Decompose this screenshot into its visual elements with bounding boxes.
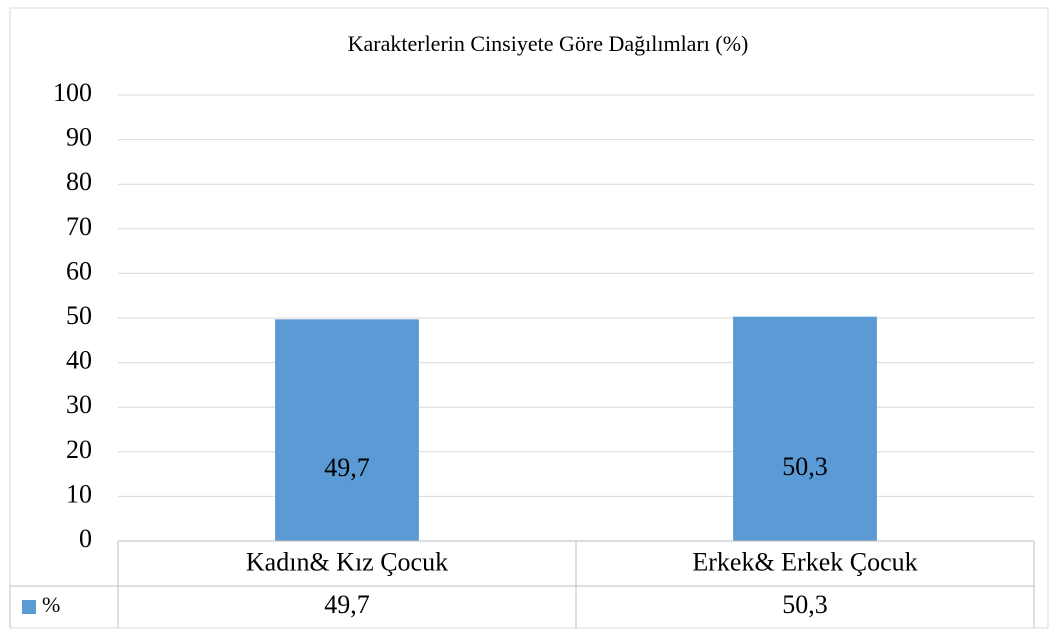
y-tick-label: 70 — [66, 212, 92, 241]
y-tick-label: 10 — [66, 479, 92, 508]
bar — [275, 319, 419, 541]
bar — [733, 316, 877, 541]
y-tick-label: 50 — [66, 301, 92, 330]
x-tick-label: Kadın& Kız Çocuk — [246, 547, 448, 576]
x-tick-label: Erkek& Erkek Çocuk — [692, 547, 917, 576]
y-tick-label: 0 — [79, 524, 92, 553]
y-tick-label: 80 — [66, 167, 92, 196]
y-tick-label: 100 — [53, 78, 92, 107]
data-label: 50,3 — [782, 452, 828, 481]
y-tick-label: 40 — [66, 346, 92, 375]
table-value: 50,3 — [782, 590, 828, 619]
y-tick-label: 60 — [66, 256, 92, 285]
chart-title: Karakterlerin Cinsiyete Göre Dağılımları… — [348, 31, 749, 56]
legend-swatch — [22, 600, 36, 614]
data-label: 49,7 — [324, 453, 370, 482]
y-tick-label: 30 — [66, 390, 92, 419]
legend-label: % — [42, 592, 60, 617]
y-tick-label: 20 — [66, 435, 92, 464]
table-value: 49,7 — [324, 590, 370, 619]
y-tick-label: 90 — [66, 123, 92, 152]
